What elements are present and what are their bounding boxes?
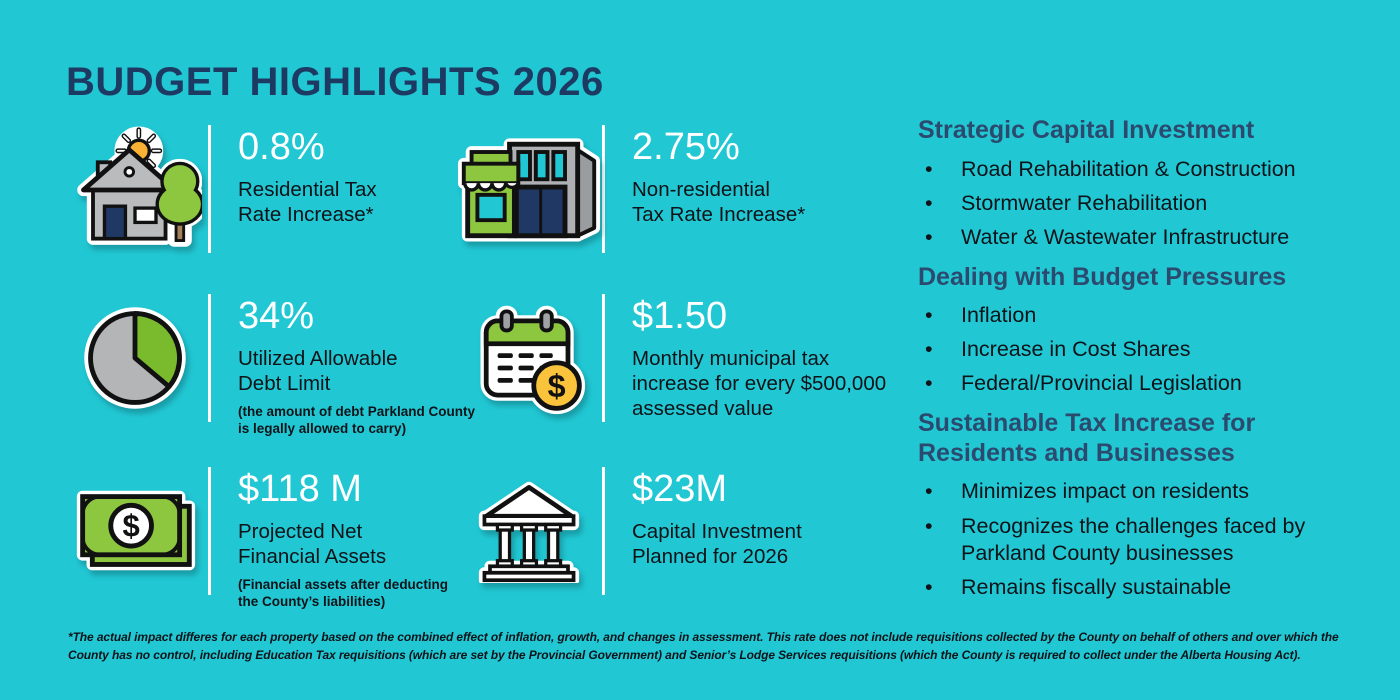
list-item: • Inflation [918, 302, 1388, 329]
stat-value: 2.75% [632, 126, 740, 168]
money-bill-icon: $ [62, 467, 208, 595]
dollar-glyph: $ [122, 508, 139, 543]
bullet-dot: • [925, 224, 933, 249]
stat-monthly-tax-increase: $ $1.50 Monthly municipal tax increase f… [456, 294, 886, 422]
bank-icon [456, 467, 602, 595]
list-item: • Federal/Provincial Legislation [918, 370, 1388, 397]
section-heading: Strategic Capital Investment [918, 116, 1255, 144]
bullet-dot: • [925, 156, 933, 181]
bank-icon [478, 481, 580, 583]
stat-label: Projected Net Financial Assets [238, 520, 387, 569]
bullet-dot: • [925, 574, 933, 599]
bullet-text: Remains fiscally sustainable [961, 574, 1232, 599]
bullet-text: Inflation [961, 303, 1037, 328]
divider [208, 125, 211, 253]
list-item: • Road Rehabilitation & Construction [918, 156, 1388, 183]
divider [602, 125, 605, 253]
stat-value: 34% [238, 295, 315, 337]
money-bill-icon: $ [76, 490, 196, 570]
bullet-list: • Road Rehabilitation & Construction • Sto… [918, 156, 1388, 251]
calendar-money-icon: $ [480, 305, 586, 415]
list-item: • Stormwater Rehabilitation [918, 190, 1388, 217]
bullet-dot: • [925, 337, 933, 362]
bullet-list: • Minimizes impact on residents • Recogniz… [918, 478, 1388, 600]
stat-note: (Financial assets after deducting the Co… [238, 577, 449, 610]
bullet-text: Stormwater Rehabilitation [961, 190, 1208, 215]
footnote: *The actual impact differes for each pro… [68, 630, 1339, 662]
bullet-text: Water & Wastewater Infrastructure [961, 224, 1290, 249]
stat-debt-limit: 34% Utilized Allowable Debt Limit (the a… [62, 294, 475, 436]
house-icon [62, 125, 208, 253]
pie-chart-icon [84, 307, 186, 409]
bullet-dot: • [925, 371, 933, 396]
stat-label: Capital Investment Planned for 2026 [632, 520, 802, 569]
stat-value: 0.8% [238, 126, 325, 168]
stat-residential-tax: 0.8% Residential Tax Rate Increase* [62, 125, 377, 253]
stat-capital-investment: $23M Capital Investment Planned for 2026 [456, 467, 802, 595]
bullet-text: Road Rehabilitation & Construction [961, 156, 1296, 181]
divider [602, 467, 605, 595]
divider [602, 294, 605, 422]
bullet-text: Minimizes impact on residents [961, 479, 1249, 504]
bullet-dot: • [925, 303, 933, 328]
page-title: BUDGET HIGHLIGHTS 2026 [66, 60, 604, 104]
stat-note: (the amount of debt Parkland County is l… [238, 404, 476, 437]
stat-value: $23M [632, 468, 728, 510]
house-icon [77, 126, 202, 247]
stat-label: Monthly municipal tax increase for every… [632, 347, 887, 421]
list-item: • Minimizes impact on residents [918, 478, 1388, 505]
list-item: • Increase in Cost Shares [918, 336, 1388, 363]
section-heading: Sustainable Tax Increase for Residents a… [918, 409, 1256, 467]
pie-chart-icon [62, 294, 208, 422]
stat-label: Utilized Allowable Debt Limit [238, 347, 398, 396]
storefront-icon [457, 138, 601, 242]
list-item: • Recognizes the challenges faced by Park… [918, 513, 1388, 567]
stat-label: Non-residential Tax Rate Increase* [632, 178, 806, 227]
bullet-dot: • [925, 513, 933, 538]
list-item: • Water & Wastewater Infrastructure [918, 224, 1388, 251]
stat-value: $118 M [238, 468, 362, 510]
divider [208, 294, 211, 422]
divider [208, 467, 211, 595]
bullet-text: Recognizes the challenges faced by Parkl… [961, 513, 1306, 565]
bullet-text: Increase in Cost Shares [961, 337, 1191, 362]
section-strategic-capital-investment: Strategic Capital Investment • Road Rehab… [918, 116, 1388, 251]
section-heading: Dealing with Budget Pressures [918, 262, 1287, 291]
section-budget-pressures: Dealing with Budget Pressures • Inflation… [918, 263, 1388, 398]
bullet-text: Federal/Provincial Legislation [961, 371, 1242, 396]
bullet-list: • Inflation • Increase in Cost Shares • Fed… [918, 302, 1388, 397]
list-item: • Remains fiscally sustainable [918, 574, 1388, 601]
highlights-column: Strategic Capital Investment • Road Rehab… [918, 116, 1388, 613]
stat-value: $1.50 [632, 295, 728, 337]
dollar-glyph: $ [548, 368, 566, 404]
section-sustainable-tax-increase: Sustainable Tax Increase for Residents a… [918, 409, 1388, 600]
stat-net-financial-assets: $ $118 M Projected Net Financial Assets … [62, 467, 448, 609]
storefront-icon [456, 125, 602, 253]
calendar-money-icon: $ [456, 294, 602, 422]
stat-label: Residential Tax Rate Increase* [238, 178, 377, 227]
bullet-dot: • [925, 479, 933, 504]
stat-nonresidential-tax: 2.75% Non-residential Tax Rate Increase* [456, 125, 805, 253]
bullet-dot: • [925, 190, 933, 215]
